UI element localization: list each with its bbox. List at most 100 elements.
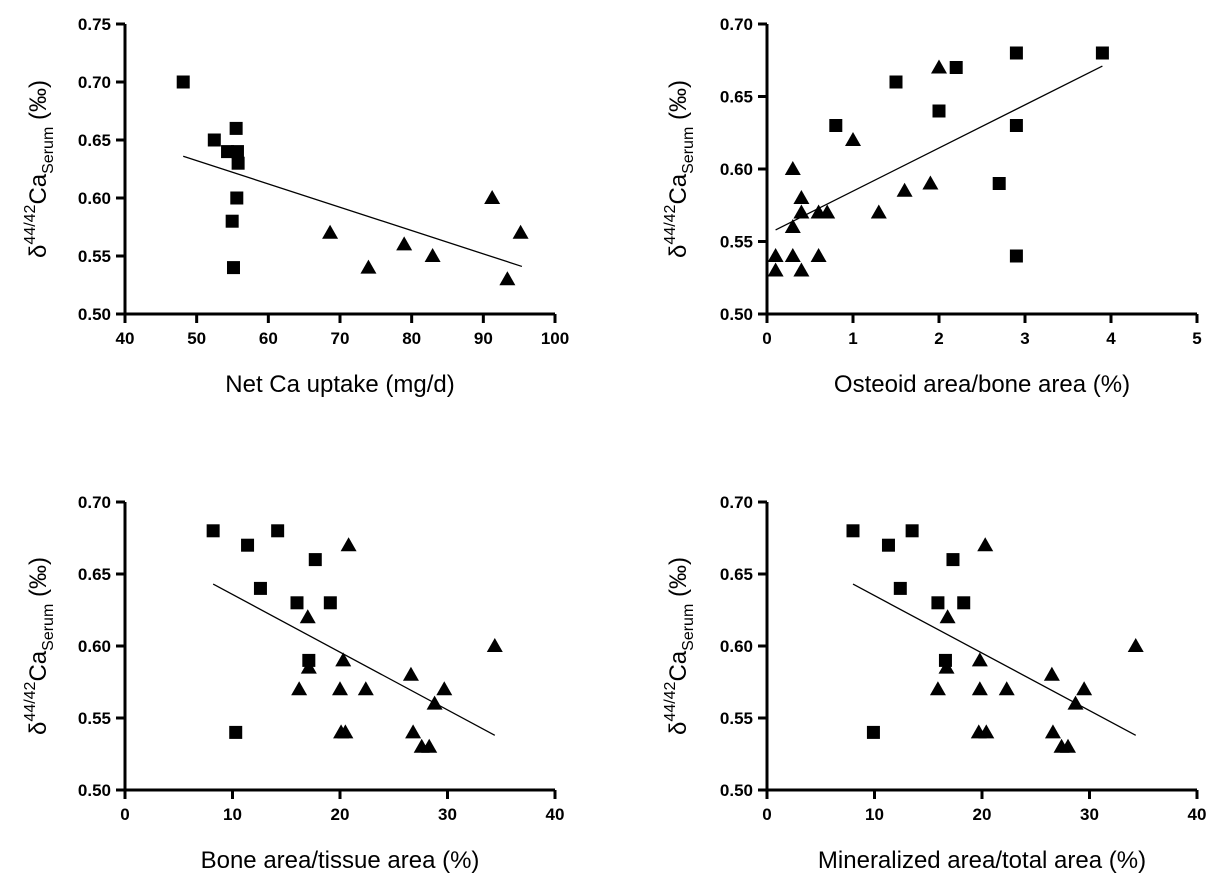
y-axis-title-part: Serum [40, 604, 57, 651]
x-tick-label: 3 [1020, 329, 1029, 348]
data-point-square [323, 596, 337, 610]
data-point-square [229, 725, 243, 739]
data-point-triangle [360, 259, 377, 274]
data-point-triangle [793, 262, 810, 277]
data-point-triangle [1127, 638, 1144, 652]
data-point-triangle [300, 659, 317, 674]
y-tick-label: 0.75 [78, 15, 111, 34]
x-tick-label: 20 [973, 805, 992, 824]
y-axis-title-part: (‰) [25, 557, 52, 604]
x-axis-title: Osteoid area/bone area (%) [834, 371, 1130, 398]
trend-line [183, 155, 523, 268]
x-tick-label: 100 [541, 329, 569, 348]
trend-line [212, 583, 496, 736]
x-tick-label: 40 [1188, 805, 1207, 824]
y-tick-label: 0.60 [78, 637, 111, 656]
data-point-square [226, 261, 240, 275]
y-tick-label: 0.50 [78, 305, 111, 324]
y-tick-label: 0.55 [78, 709, 111, 728]
data-point-square [229, 121, 243, 135]
data-point-triangle [922, 175, 939, 190]
data-point-triangle [784, 161, 801, 175]
y-tick-label: 0.65 [78, 131, 111, 150]
data-point-square [253, 581, 267, 595]
y-axis-title-part: 44/42 [22, 204, 39, 244]
data-point-triangle [486, 638, 503, 652]
data-point-triangle [1076, 681, 1093, 696]
data-point-triangle [340, 537, 357, 552]
y-axis-title-part: δ [665, 722, 692, 735]
data-point-square [881, 538, 895, 552]
x-tick-label: 30 [1080, 805, 1099, 824]
data-point-triangle [1044, 724, 1061, 739]
data-point-square [271, 524, 285, 538]
x-tick-label: 80 [402, 329, 421, 348]
data-point-square [230, 145, 244, 159]
x-tick-label: 50 [187, 329, 206, 348]
y-tick-label: 0.55 [78, 247, 111, 266]
chart-panel-4: 0 10 20 30 40 0.50 0.55 0.60 0.65 0.70 Mineralized… [662, 493, 1206, 874]
data-point-square [889, 75, 903, 89]
y-axis-title-part: Ca [665, 650, 692, 681]
trend-line [852, 583, 1137, 736]
y-axis-title: δ44/42CaSerum (‰) [22, 557, 57, 735]
y-tick-label: 0.70 [78, 493, 111, 512]
x-tick-label: 4 [1106, 329, 1116, 348]
data-point-triangle [896, 182, 913, 197]
data-point-square [932, 104, 946, 118]
y-tick-label: 0.50 [720, 781, 753, 800]
x-tick-label: 60 [259, 329, 278, 348]
x-tick-label: 0 [762, 329, 771, 348]
y-axis-title-part: (‰) [25, 80, 52, 127]
data-point-square [946, 553, 960, 567]
data-point-triangle [929, 681, 946, 696]
chart-panel-2: 0 1 2 3 4 5 0.50 0.55 0.60 0.65 0.70 Osteoid area/b… [662, 15, 1202, 398]
y-axis-title-part: δ [665, 245, 692, 258]
x-tick-label: 20 [331, 805, 350, 824]
chart-panel-1: 40 50 60 70 80 90 100 0.50 0.55 0.60 0.65 0.70 0.75 N… [22, 15, 569, 398]
data-point-square [176, 75, 190, 89]
x-tick-label: 90 [474, 329, 493, 348]
data-point-triangle [512, 224, 529, 239]
data-point-triangle [1043, 666, 1060, 681]
y-tick-label: 0.65 [720, 565, 753, 584]
x-tick-label: 2 [934, 329, 943, 348]
y-tick-label: 0.70 [720, 15, 753, 34]
data-point-triangle [426, 695, 443, 710]
y-axis-title-part: δ [25, 245, 52, 258]
data-point-triangle [931, 59, 947, 74]
y-tick-label: 0.60 [720, 637, 753, 656]
y-tick-label: 0.70 [78, 73, 111, 92]
y-tick-label: 0.70 [720, 493, 753, 512]
data-point-square [931, 596, 945, 610]
y-axis-title-part: (‰) [665, 557, 692, 604]
data-point-triangle [499, 271, 516, 286]
data-point-triangle [767, 262, 784, 277]
data-point-triangle [793, 204, 810, 219]
data-point-triangle [978, 724, 995, 739]
data-point-square [1009, 249, 1023, 263]
data-point-triangle [845, 132, 861, 146]
y-axis-title-part: Ca [665, 173, 692, 204]
data-point-square [829, 119, 843, 132]
data-point-triangle [977, 537, 994, 552]
y-axis-title-part: 44/42 [662, 204, 679, 244]
data-point-triangle [1067, 695, 1084, 710]
y-axis-title-part: Ca [25, 650, 52, 681]
data-point-triangle [322, 224, 339, 239]
y-tick-label: 0.55 [720, 709, 753, 728]
x-tick-label: 0 [120, 805, 129, 824]
x-tick-label: 40 [116, 329, 135, 348]
data-point-triangle [424, 248, 441, 262]
y-axis-title-part: δ [25, 722, 52, 735]
data-point-triangle [784, 248, 801, 262]
data-point-triangle [938, 659, 955, 674]
x-axis-title: Mineralized area/total area (%) [818, 847, 1146, 874]
data-point-triangle [971, 681, 988, 696]
data-point-triangle [793, 190, 810, 204]
y-axis-title-part: 44/42 [662, 681, 679, 721]
data-point-square [241, 538, 255, 552]
data-point-square [905, 524, 919, 538]
data-point-triangle [396, 236, 413, 251]
